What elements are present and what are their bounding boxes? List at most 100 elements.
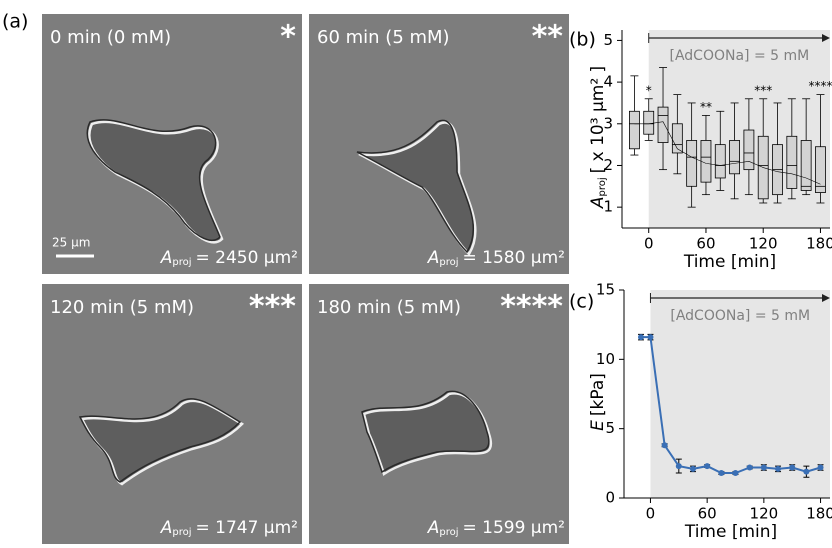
point — [638, 334, 645, 341]
y-axis-label: E [kPa] — [588, 373, 608, 431]
cell-shadow — [78, 398, 242, 483]
y-tick-label: 15 — [596, 281, 615, 299]
box — [714, 144, 726, 179]
x-tick-label: 60 — [698, 505, 717, 523]
point — [689, 465, 696, 472]
y-tick-label: 5 — [603, 31, 613, 49]
arrow-head — [822, 34, 830, 42]
time-label: 0 min (0 mM) — [50, 27, 171, 48]
y-label-unit: [ x 10³ µm² ] — [588, 66, 608, 174]
x-axis-label: Time [min] — [684, 522, 777, 542]
cell-shadow — [86, 119, 221, 241]
significance-stars: * — [646, 83, 652, 97]
box — [643, 110, 655, 135]
y-label-symbol: E — [588, 420, 608, 431]
box — [815, 146, 826, 193]
x-tick-label: 180 — [806, 505, 832, 523]
time-label: 120 min (5 mM) — [50, 297, 194, 318]
cell — [361, 390, 493, 476]
cell — [86, 119, 224, 244]
box — [629, 110, 640, 150]
box — [800, 140, 812, 191]
box — [743, 129, 755, 171]
area-value: = 1747 µm² — [195, 518, 298, 538]
area-subscript: proj — [172, 257, 191, 268]
area-symbol: A — [160, 248, 173, 268]
cell-shadow — [361, 390, 490, 474]
time-label: 60 min (5 mM) — [317, 27, 450, 48]
point — [746, 464, 753, 471]
cell-body — [88, 120, 224, 244]
significance-stars: *** — [754, 83, 772, 97]
area-label: Aproj = 1599 µm² — [427, 518, 565, 538]
area-symbol: A — [427, 248, 440, 268]
area-label: Aproj = 2450 µm² — [160, 248, 298, 268]
area-value: = 1580 µm² — [462, 248, 565, 268]
arrow-head — [822, 294, 830, 302]
significance-stars: *** — [249, 290, 296, 325]
scale-bar-label: 25 µm — [52, 236, 90, 250]
point — [789, 464, 796, 471]
box — [671, 123, 683, 154]
y-label-unit: [kPa] — [588, 373, 608, 416]
point — [760, 464, 767, 471]
significance-stars: ** — [532, 20, 564, 55]
point — [675, 463, 682, 470]
x-tick-label: 0 — [644, 235, 654, 253]
x-tick-label: 60 — [696, 235, 715, 253]
time-label: 180 min (5 mM) — [317, 297, 461, 318]
point — [661, 442, 668, 449]
point — [718, 470, 725, 477]
area-symbol: A — [427, 518, 440, 538]
significance-stars: **** — [500, 290, 563, 325]
box — [686, 140, 698, 187]
significance-stars: * — [280, 20, 296, 55]
cell-body — [362, 392, 493, 476]
y-tick-label: 10 — [596, 350, 615, 368]
y-label-symbol: A — [588, 197, 608, 210]
box — [700, 140, 712, 183]
panel-label: (c) — [569, 291, 594, 313]
shaded-region — [650, 290, 830, 498]
x-tick-label: 120 — [749, 235, 778, 253]
significance-stars: **** — [808, 79, 832, 93]
y-tick-label: 5 — [605, 419, 615, 437]
panel-label: (a) — [2, 11, 28, 33]
y-axis-label: Aproj [ x 10³ µm² ] — [588, 66, 608, 209]
box — [729, 140, 740, 175]
x-tick-label: 120 — [750, 505, 779, 523]
annotation: [AdCOONa] = 5 mM — [669, 48, 809, 64]
box — [786, 135, 798, 189]
point — [647, 334, 654, 341]
area-subscript: proj — [172, 527, 191, 538]
x-tick-label: 180 — [806, 235, 832, 253]
area-subscript: proj — [439, 257, 458, 268]
y-tick-label: 0 — [605, 489, 615, 507]
cell — [78, 398, 245, 486]
x-tick-label: 0 — [646, 505, 656, 523]
point — [803, 468, 810, 475]
y-tick-label: 1 — [603, 198, 613, 216]
point — [732, 470, 739, 477]
point — [775, 465, 782, 472]
y-tick-label: 3 — [603, 114, 613, 132]
area-subscript: proj — [439, 527, 458, 538]
y-tick-label: 4 — [603, 73, 613, 91]
significance-stars: ** — [700, 100, 712, 114]
mean-line — [634, 121, 821, 185]
annotation: [AdCOONa] = 5 mM — [670, 308, 810, 324]
panel-label: (b) — [569, 29, 596, 51]
box — [657, 106, 669, 143]
area-label: Aproj = 1580 µm² — [427, 248, 565, 268]
area-symbol: A — [160, 518, 173, 538]
point — [704, 463, 711, 470]
cell-shadow — [356, 119, 475, 254]
area-value: = 1599 µm² — [462, 518, 565, 538]
area-label: Aproj = 1747 µm² — [160, 518, 298, 538]
area-value: = 2450 µm² — [195, 248, 298, 268]
y-label-subscript: proj — [597, 177, 608, 196]
x-axis-label: Time [min] — [683, 252, 776, 272]
y-tick-label: 2 — [603, 156, 613, 174]
cell — [356, 119, 477, 257]
